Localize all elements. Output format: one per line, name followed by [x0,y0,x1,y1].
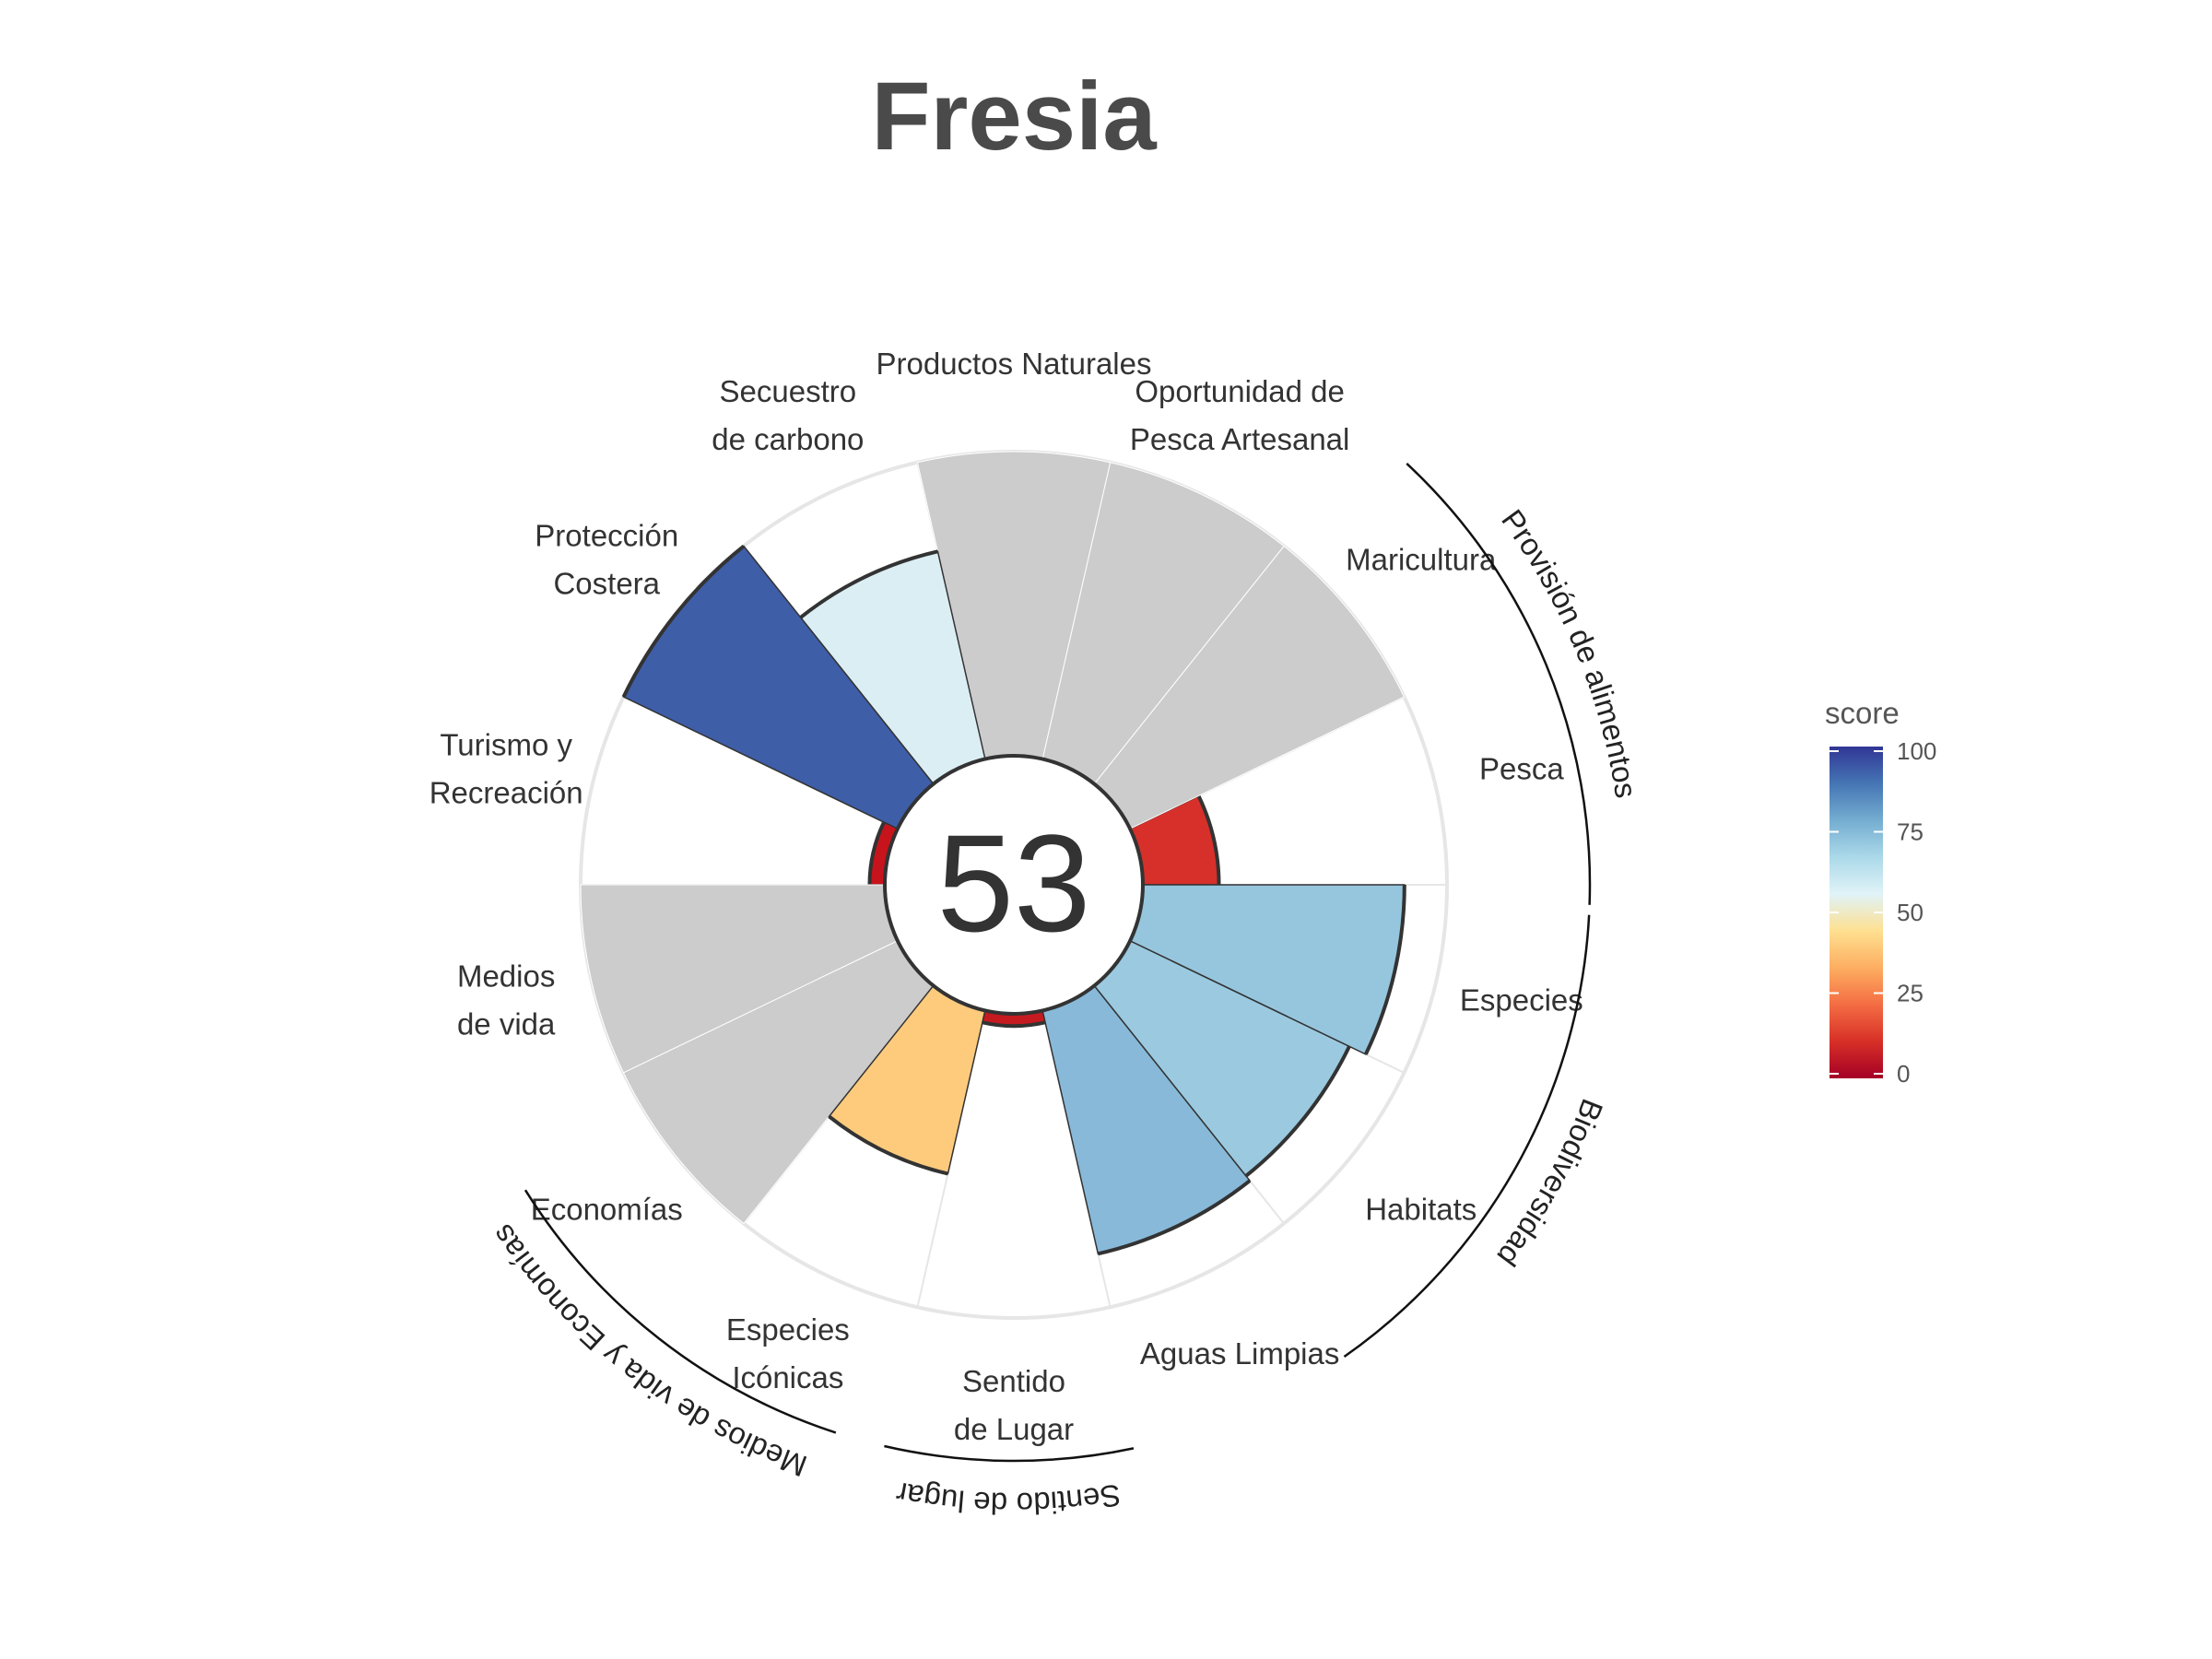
petal-outline [1097,1179,1252,1256]
chart-title: Fresia [871,63,1158,171]
petal-outline [1244,1045,1351,1178]
group-label: Sentido de lugar [893,1476,1123,1521]
legend-tick-label: 100 [1897,737,1936,765]
petal-outline [828,1114,948,1176]
legend-ticks: 100 75 50 25 0 [1830,737,1936,1088]
legend-tick-label: 25 [1897,980,1924,1007]
petal-outline [982,1020,1046,1029]
legend-tick-label: 50 [1897,899,1924,926]
petal-label: Maricultura [1346,543,1497,577]
petal-label: Habitats [1365,1192,1477,1226]
petal-label: Economías [531,1192,683,1226]
group-label: Biodiversidad [1490,1094,1609,1272]
petal-label: Pesca [1479,751,1564,785]
petal-label: Aguas Limpias [1140,1336,1339,1371]
petal-label: Productos Naturales [877,347,1152,381]
legend-tick-label: 75 [1897,818,1924,846]
legend-tick-label: 0 [1897,1060,1910,1088]
group-arc [1343,914,1591,1358]
petal-labels: Pesca Maricultura Oportunidad de Pesca Arte… [429,347,1583,1446]
group-arc [524,1189,837,1434]
petal-outline [799,549,938,619]
center-score: 53 [937,806,1091,960]
group-arc [884,1444,1135,1463]
petal-label: Protección Costera [535,519,678,601]
petal-outline [1196,794,1221,886]
petal-label: Sentido de Lugar [954,1364,1074,1446]
petal-label: Especies [1460,983,1583,1018]
petal-outline [1364,884,1406,1055]
legend: score 100 75 50 25 0 [1825,696,1936,1088]
legend-title: score [1825,696,1900,730]
petal-label: Oportunidad de Pesca Artesanal [1130,374,1349,456]
center-circle [883,754,1145,1016]
group-arc [1406,462,1592,905]
petal-label: Secuestro de carbono [712,374,864,456]
petal-outline [867,821,886,886]
petal-label: Especies Icónicas [726,1312,850,1394]
petal-label: Medios de vida [457,959,556,1041]
center-layer: 53 [883,754,1145,1016]
group-label: Medios de vida y Economías [485,1218,811,1484]
petal-outline [621,544,746,698]
petal-label: Turismo y Recreación [429,727,583,809]
